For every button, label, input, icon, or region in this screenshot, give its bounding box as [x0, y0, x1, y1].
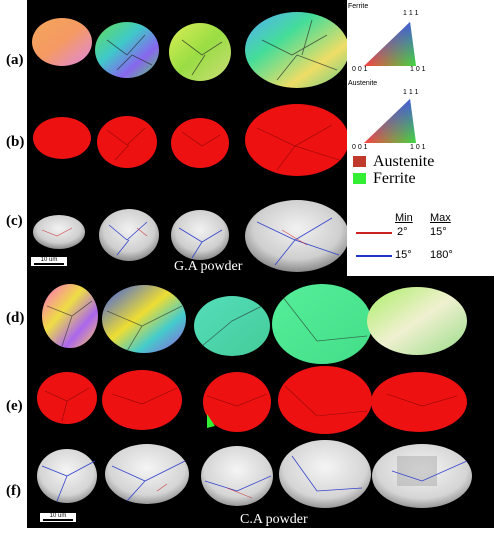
ga-particle-3-ipf: [169, 23, 231, 81]
ga-caption: G.A powder: [174, 259, 243, 274]
row-a-ipf-maps: [32, 12, 349, 88]
ca-particle-1-phase: [37, 372, 97, 424]
ca-powder-panel: 10 um C.A powder: [27, 276, 494, 528]
ipf-legend-austenite-title: Austenite: [348, 80, 378, 87]
ca-particle-4-phase: [278, 366, 372, 434]
ca-particle-2-phase: [102, 370, 182, 430]
ca-particle-3-bc: [201, 446, 273, 506]
ca-scale-bar-label: 10 um: [49, 513, 67, 519]
ga-particle-1-ipf: [32, 18, 92, 66]
ferrite-swatch: [353, 173, 366, 184]
row-c-band-contrast-maps: [33, 200, 349, 272]
ga-scale-bar: 10 um: [30, 256, 68, 267]
row-label-b: (b): [6, 134, 25, 150]
ca-particle-5-phase: [371, 372, 467, 432]
row-label-a: (a): [6, 52, 24, 68]
ga-particle-4-ipf: [245, 12, 349, 88]
ga-particle-3-phase: [171, 118, 229, 168]
ca-scale-bar: 10 um: [39, 512, 77, 523]
mis-low-min: 2°: [397, 226, 408, 238]
row-label-e: (e): [6, 398, 23, 414]
row-b-phase-maps: [33, 104, 349, 176]
row-e-phase-maps: [37, 366, 467, 434]
austenite-swatch: [353, 156, 366, 167]
ca-particle-2-ipf: [102, 285, 186, 353]
ipf-legend-ferrite-title: Ferrite: [348, 3, 369, 10]
ga-particle-1-phase: [33, 117, 91, 159]
ca-particle-5-ipf: [367, 287, 467, 355]
ipf-ferrite-label-101: 1 0 1: [410, 66, 426, 73]
ga-particle-1-bc: [33, 215, 85, 249]
ga-particle-2-bc: [99, 209, 159, 261]
ga-particle-4-bc: [245, 200, 349, 272]
ipf-austenite-label-101: 1 0 1: [410, 144, 426, 151]
ca-particle-1-ipf: [42, 284, 98, 348]
mis-low-max: 15°: [430, 226, 447, 238]
row-f-band-contrast-maps: [37, 440, 472, 508]
row-label-f: (f): [6, 483, 21, 499]
ga-particle-2-phase: [97, 116, 157, 168]
ipf-austenite-label-111: 1 1 1: [403, 89, 419, 96]
ga-scale-bar-label: 10 um: [40, 257, 58, 263]
ipf-ferrite-label-111: 1 1 1: [403, 10, 419, 17]
ipf-triangle-austenite: [364, 99, 416, 143]
ipf-austenite-label-001: 0 0 1: [352, 144, 368, 151]
mis-line-low: [356, 232, 392, 234]
mis-col-min: Min: [395, 212, 413, 224]
ferrite-label: Ferrite: [373, 170, 416, 187]
ipf-ferrite-label-001: 0 0 1: [352, 66, 368, 73]
ca-ferrite-region: [207, 414, 215, 428]
row-label-c: (c): [6, 213, 23, 229]
mis-line-high: [356, 255, 392, 257]
ca-caption: C.A powder: [240, 512, 308, 527]
row-label-d: (d): [6, 310, 25, 326]
ca-micrographs: [37, 284, 472, 508]
austenite-label: Austenite: [373, 153, 435, 170]
row-d-ipf-maps: [42, 284, 467, 364]
ga-powder-panel: 10 um G.A powder: [27, 0, 349, 276]
ca-particle-2-bc: [105, 444, 189, 504]
mis-high-max: 180°: [430, 249, 453, 261]
ga-particle-3-bc: [171, 210, 229, 260]
ga-micrographs: [32, 12, 349, 272]
ca-particle-4-ipf: [272, 284, 372, 364]
mis-col-max: Max: [430, 212, 451, 224]
ca-particle-3-ipf: [194, 296, 270, 356]
ga-particle-2-ipf: [95, 22, 159, 78]
ga-particle-4-phase: [245, 104, 349, 176]
ca-particle-3-phase: [203, 372, 271, 432]
ipf-triangle-ferrite: [364, 22, 416, 66]
mis-high-min: 15°: [395, 249, 412, 261]
ca-particle-4-bc: [279, 440, 371, 508]
